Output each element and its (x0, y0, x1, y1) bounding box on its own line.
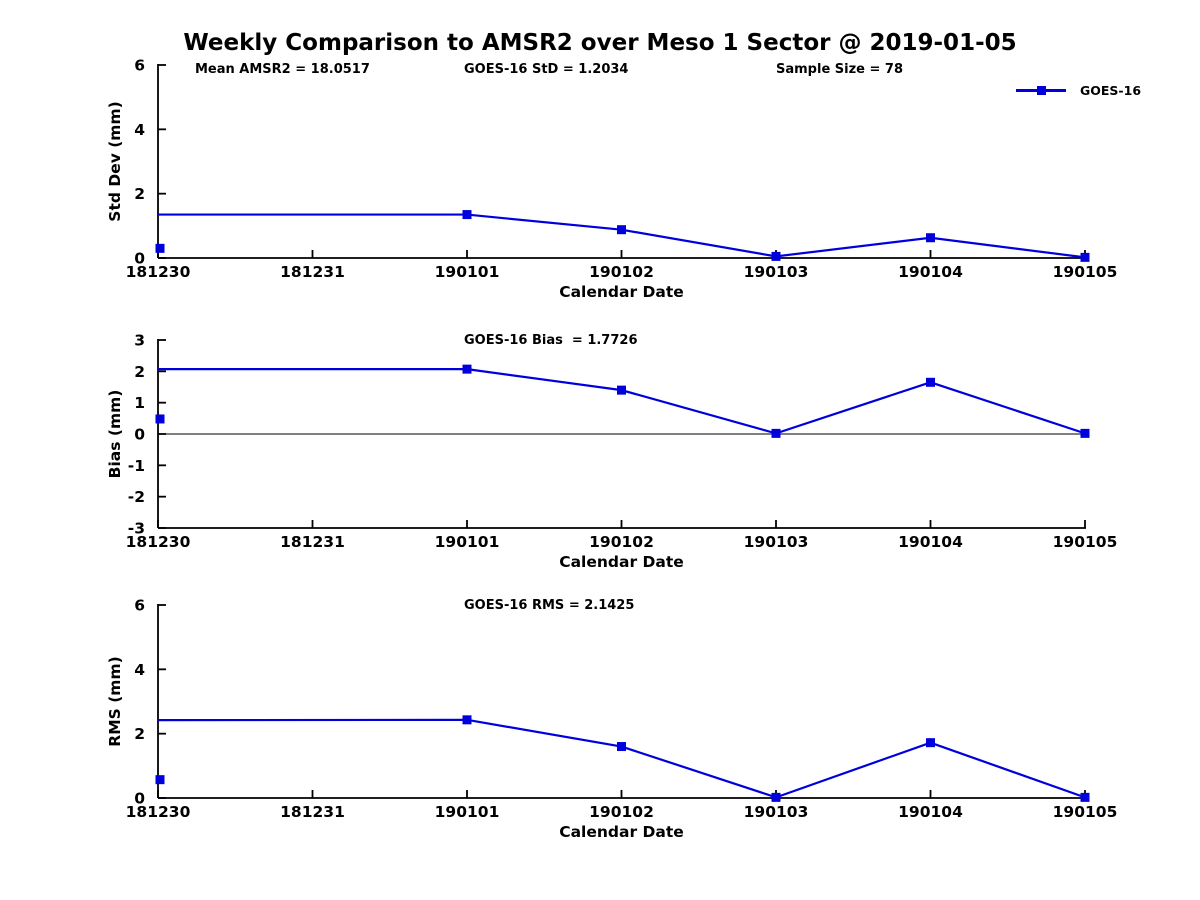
x-tick-label: 181230 (126, 263, 191, 281)
goes16-line (158, 213, 1086, 259)
legend-label: GOES-16 (1080, 83, 1142, 98)
y-tick-label: 0 (134, 426, 145, 444)
y-tick-label: 6 (134, 57, 145, 75)
y-tick-label: -1 (128, 457, 145, 475)
x-tick-label: 190101 (435, 263, 500, 281)
goes16-line (158, 368, 1086, 435)
y-tick-label: 2 (134, 725, 145, 743)
y-tick-label: 0 (134, 790, 145, 808)
x-tick-label: 190104 (898, 533, 963, 551)
data-point-marker (771, 792, 781, 802)
chart-title: Weekly Comparison to AMSR2 over Meso 1 S… (183, 30, 1017, 56)
y-tick-label: 4 (134, 121, 145, 139)
data-point-marker (1080, 792, 1090, 802)
y-tick-label: 2 (134, 363, 145, 381)
stat-annotation: GOES-16 RMS = 2.1425 (464, 598, 634, 613)
std-dev-panel: 0 2 4 6 181230 181231 190101 190102 190103 190104… (106, 57, 1117, 302)
x-tick-label: 190103 (744, 263, 809, 281)
x-tick-label: 190105 (1053, 263, 1118, 281)
x-tick-label: 181230 (126, 533, 191, 551)
x-tick-label: 181230 (126, 803, 191, 821)
legend-marker-icon (1036, 86, 1046, 95)
x-tick-label: 190105 (1053, 803, 1118, 821)
x-tick-label: 181231 (280, 803, 345, 821)
data-point-marker (771, 251, 781, 261)
x-tick-label: 190101 (435, 803, 500, 821)
legend-line-sample (1016, 86, 1066, 95)
isolated-point-marker (155, 414, 165, 424)
x-tick-label: 190103 (744, 533, 809, 551)
x-tick-label: 190102 (589, 263, 654, 281)
x-tick-label: 190102 (589, 533, 654, 551)
y-axis-label: Std Dev (mm) (106, 101, 124, 221)
stat-annotation: Mean AMSR2 = 18.0517 (195, 62, 370, 77)
isolated-point-marker (155, 775, 165, 785)
stat-annotation: GOES-16 Bias = 1.7726 (464, 333, 638, 348)
stat-annotation: Sample Size = 78 (776, 62, 903, 77)
goes16-line (157, 718, 1086, 799)
y-tick-label: 0 (134, 250, 145, 268)
x-tick-label: 190104 (898, 263, 963, 281)
bias-panel: -3 -2 -1 0 1 2 3 181230 181231 190101 190102 190103… (106, 332, 1117, 572)
y-tick-label: 2 (134, 185, 145, 203)
x-axis-label: Calendar Date (559, 283, 684, 301)
x-tick-label: 190105 (1053, 533, 1118, 551)
x-axis-label: Calendar Date (559, 823, 684, 841)
x-axis-label: Calendar Date (559, 553, 684, 571)
y-axis-label: RMS (mm) (106, 656, 124, 746)
y-tick-label: -2 (128, 488, 145, 506)
legend: GOES-16 (1016, 83, 1141, 98)
data-point-marker (462, 364, 472, 374)
y-tick-label: 1 (134, 394, 145, 412)
x-tick-label: 190101 (435, 533, 500, 551)
data-point-marker (926, 233, 935, 243)
stat-annotation: GOES-16 StD = 1.2034 (464, 62, 628, 77)
x-tick-label: 190102 (589, 803, 654, 821)
data-point-marker (926, 738, 935, 748)
x-tick-label: 190103 (744, 803, 809, 821)
data-point-marker (617, 742, 626, 752)
y-tick-label: -3 (128, 520, 145, 538)
data-point-marker (1080, 252, 1090, 262)
y-tick-label: 6 (134, 597, 145, 615)
y-tick-label: 4 (134, 661, 145, 679)
y-tick-label: 3 (134, 332, 145, 350)
data-point-marker (617, 225, 626, 235)
data-point-marker (462, 715, 472, 725)
data-point-marker (617, 385, 626, 395)
isolated-point-marker (155, 243, 165, 253)
data-point-marker (771, 428, 781, 438)
rms-panel: 0 2 4 6 181230 181231 190101 190102 190103 190104… (106, 597, 1117, 842)
x-tick-label: 181231 (280, 263, 345, 281)
x-tick-label: 190104 (898, 803, 963, 821)
data-point-marker (1080, 428, 1090, 438)
x-tick-label: 181231 (280, 533, 345, 551)
data-point-marker (926, 377, 935, 387)
data-point-marker (462, 210, 472, 220)
y-axis-label: Bias (mm) (106, 390, 124, 479)
